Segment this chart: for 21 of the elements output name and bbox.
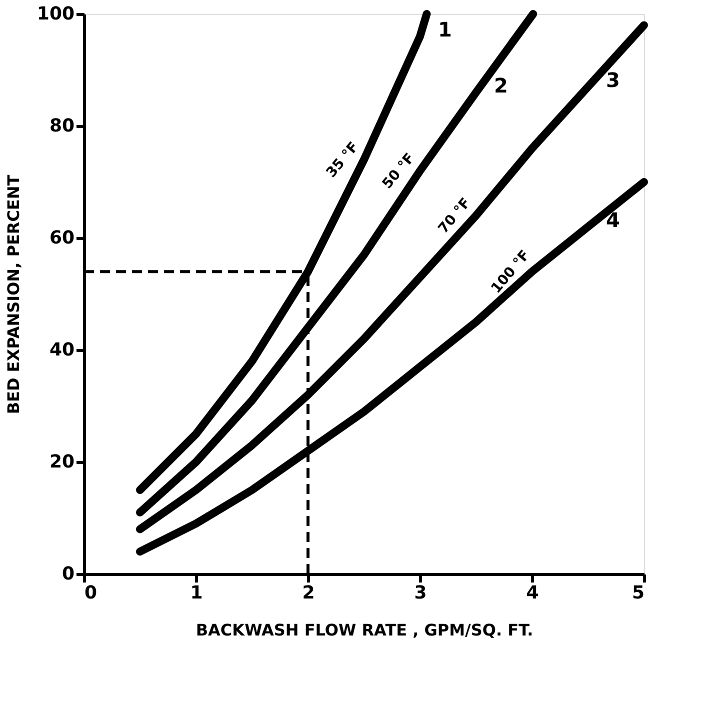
series-label: 3 [606,68,620,92]
x-tick-label: 4 [526,582,539,604]
y-tick-label: 100 [36,4,74,24]
annotation: 70 °F [435,195,474,237]
y-axis-title: BED EXPANSION, PERCENT [4,174,23,414]
x-tick-label: 5 [632,582,644,604]
x-axis-title: BACKWASH FLOW RATE , GPM/SQ. FT. [196,620,534,640]
annotation: 35 °F [323,139,362,181]
y-tick-label: 20 [49,452,74,472]
y-tick-label: 80 [49,116,74,136]
series-label: 4 [606,208,620,232]
x-tick-label: 3 [414,582,427,604]
annotation: 50 °F [379,150,418,192]
y-tick-label: 60 [49,228,74,248]
y-tick-label: 0 [62,564,74,584]
series-label: 1 [438,17,452,42]
x-tick-label: 0 [84,582,98,604]
x-tick-label: 1 [190,582,203,604]
x-tick-label: 2 [302,582,315,604]
y-tick-label: 40 [49,340,74,360]
series-label: 2 [494,73,508,98]
